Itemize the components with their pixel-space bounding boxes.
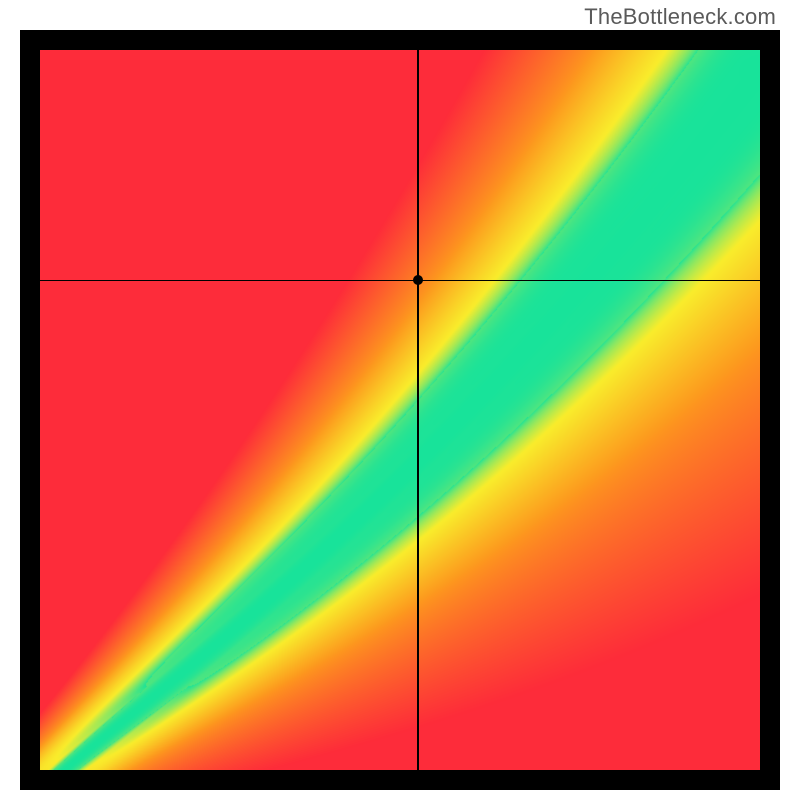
crosshair-vertical	[417, 50, 419, 770]
chart-plot-area	[40, 50, 760, 770]
watermark-text: TheBottleneck.com	[584, 4, 776, 30]
chart-border	[20, 30, 780, 790]
crosshair-horizontal	[40, 280, 760, 282]
crosshair-marker	[413, 275, 423, 285]
heatmap-canvas	[40, 50, 760, 770]
